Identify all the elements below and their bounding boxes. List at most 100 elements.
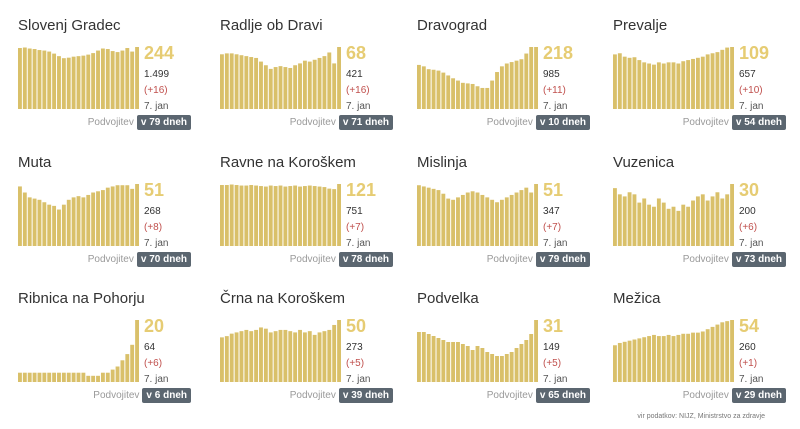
bar xyxy=(725,321,730,382)
bar xyxy=(431,188,436,246)
bar xyxy=(322,331,327,382)
bar xyxy=(66,372,71,382)
bar xyxy=(254,185,259,246)
daily-change: (+5) xyxy=(346,358,365,369)
bar xyxy=(96,375,100,382)
bar xyxy=(652,334,656,382)
bar xyxy=(534,47,538,109)
bar xyxy=(57,372,61,382)
doubling-badge: v 70 dneh xyxy=(136,252,191,267)
bar xyxy=(617,342,622,382)
doubling-badge: v 71 dneh xyxy=(338,115,393,130)
bar xyxy=(322,56,327,109)
doubling-badge: v 65 dneh xyxy=(535,388,590,403)
date-label: 7. jan xyxy=(346,238,371,249)
date-label: 7. jan xyxy=(543,374,568,385)
bar xyxy=(465,83,470,109)
bar xyxy=(229,53,234,109)
active-cases: 51 xyxy=(543,180,564,200)
bar xyxy=(220,337,224,382)
municipality-name: Slovenj Gradec xyxy=(18,17,121,34)
bar xyxy=(307,185,312,246)
bar xyxy=(417,185,421,246)
bar xyxy=(239,55,244,109)
active-cases: 54 xyxy=(739,316,760,336)
total-cases: 64 xyxy=(144,342,156,353)
bar xyxy=(110,369,115,382)
bar xyxy=(18,372,22,382)
bar xyxy=(332,324,337,382)
bar xyxy=(307,331,312,382)
bar xyxy=(627,340,632,382)
bar xyxy=(460,344,465,382)
bar xyxy=(125,48,130,109)
bar xyxy=(115,366,120,382)
bar xyxy=(135,320,139,382)
bar xyxy=(22,47,27,109)
bar xyxy=(283,186,288,246)
bar xyxy=(652,64,656,109)
bar xyxy=(725,194,730,246)
bar xyxy=(57,56,61,109)
bar xyxy=(229,184,234,246)
bar xyxy=(485,87,490,109)
bar xyxy=(519,190,524,246)
bar xyxy=(686,60,691,109)
bar xyxy=(234,332,239,382)
bar xyxy=(504,197,509,246)
doubling-badge: v 73 dneh xyxy=(731,252,786,267)
bar xyxy=(451,342,456,382)
bar xyxy=(135,47,139,109)
active-cases: 244 xyxy=(144,43,175,63)
bar xyxy=(475,192,480,246)
bar xyxy=(224,336,229,382)
bar xyxy=(470,191,475,246)
bar xyxy=(509,194,514,246)
doubling-label: Podvojitev xyxy=(87,254,134,265)
bar xyxy=(426,187,431,246)
bar xyxy=(490,199,495,246)
municipality-card: Črna na Koroškem 50 273 (+5) 7. jan Podvojite… xyxy=(220,290,400,415)
bar xyxy=(715,52,720,109)
bar xyxy=(332,63,337,109)
active-cases: 30 xyxy=(739,180,760,200)
bar xyxy=(115,185,120,246)
bar xyxy=(288,67,293,109)
bar xyxy=(249,185,254,246)
bar xyxy=(490,354,495,382)
bar xyxy=(421,186,426,246)
bar xyxy=(220,54,224,109)
bar xyxy=(524,53,529,109)
bar xyxy=(436,338,441,382)
daily-change: (+16) xyxy=(346,85,370,96)
daily-change: (+5) xyxy=(543,358,562,369)
bar xyxy=(259,61,263,109)
bar xyxy=(259,186,263,246)
bar xyxy=(293,332,298,382)
bar xyxy=(120,50,125,109)
bar xyxy=(76,56,81,109)
bar xyxy=(710,326,715,382)
daily-change: (+11) xyxy=(543,85,566,96)
bar xyxy=(268,185,273,246)
daily-change: (+1) xyxy=(739,358,758,369)
bar xyxy=(322,187,327,246)
total-cases: 200 xyxy=(739,206,756,217)
sparkline-chart xyxy=(18,184,139,246)
municipality-card: Slovenj Gradec 244 1.499 (+16) 7. jan Podvoji… xyxy=(18,17,198,142)
total-cases: 273 xyxy=(346,342,363,353)
bar xyxy=(268,332,273,382)
bar xyxy=(244,56,249,109)
municipality-card: Dravograd 218 985 (+11) 7. jan Podvojitev v 10… xyxy=(417,17,597,142)
bar xyxy=(446,342,451,382)
bar xyxy=(86,194,91,246)
bar xyxy=(307,61,312,109)
bar xyxy=(298,186,302,246)
bar xyxy=(130,188,135,246)
daily-change: (+8) xyxy=(144,222,163,233)
bar xyxy=(475,346,480,382)
bar xyxy=(32,372,37,382)
sparkline-chart xyxy=(18,320,139,382)
bar xyxy=(27,372,32,382)
